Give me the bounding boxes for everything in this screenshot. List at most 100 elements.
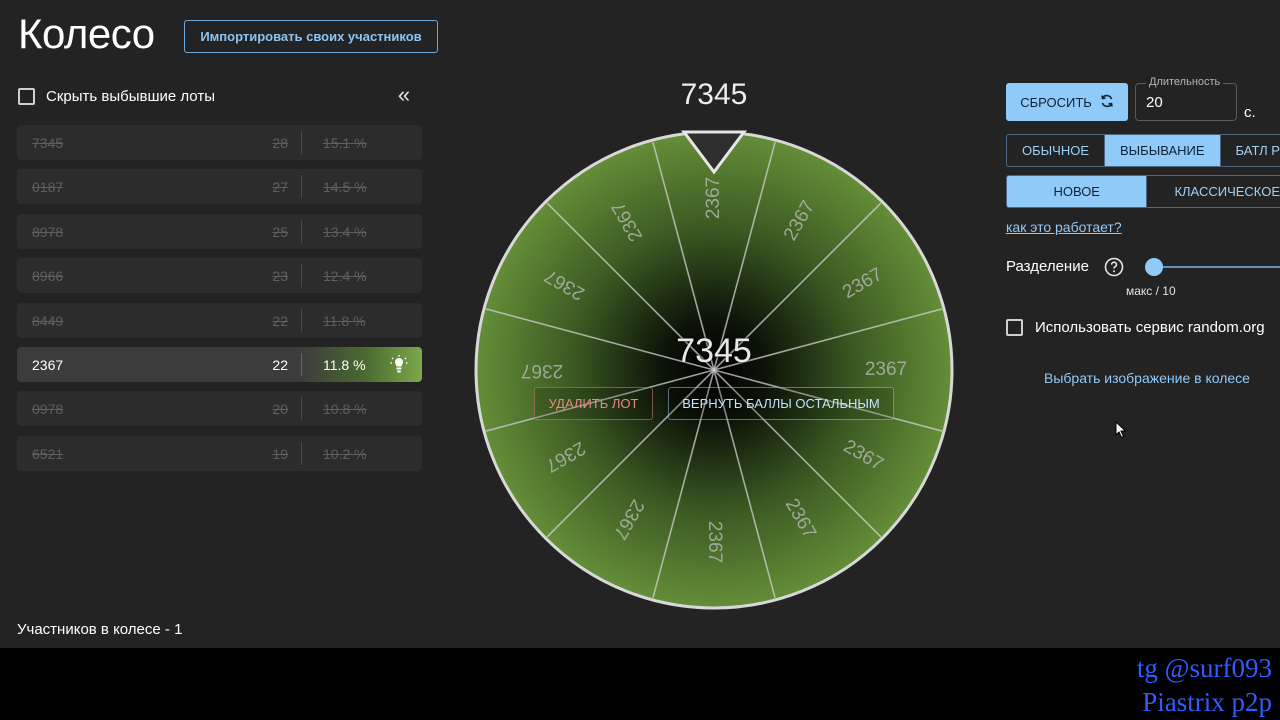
type-tab-new[interactable]: НОВОЕ	[1007, 176, 1148, 207]
lots-list: 7345 28 15.1 % 0187 27 14.5 % 8978 25 13…	[17, 125, 422, 480]
lot-count: 20	[272, 401, 288, 418]
return-points-button[interactable]: ВЕРНУТЬ БАЛЛЫ ОСТАЛЬНЫМ	[668, 387, 894, 420]
collapse-panel-icon[interactable]: «	[397, 82, 411, 107]
lot-count: 19	[272, 445, 288, 462]
wheel-divider	[485, 308, 715, 371]
lot-count: 23	[272, 268, 288, 285]
lot-name: 7345	[32, 135, 64, 151]
lot-divider	[301, 397, 302, 421]
lot-percent: 15.1 %	[323, 135, 367, 151]
random-org-checkbox[interactable]	[1006, 319, 1023, 336]
participants-count: Участников в колесе - 1	[17, 621, 183, 638]
lot-row[interactable]: 0187 27 14.5 %	[17, 169, 422, 205]
type-tabs: НОВОЕ КЛАССИЧЕСКОЕ	[1006, 175, 1280, 208]
wheel-divider	[546, 202, 715, 371]
lot-divider	[301, 308, 302, 332]
lightbulb-icon[interactable]	[390, 354, 408, 378]
mouse-cursor-icon	[1115, 420, 1127, 444]
seconds-label: с.	[1244, 104, 1256, 121]
winner-label: 7345	[680, 78, 748, 111]
lot-divider	[301, 352, 302, 376]
lot-count: 22	[272, 356, 288, 373]
wheel-center-winner: 7345	[676, 332, 752, 370]
hide-eliminated-label: Скрыть выбывшие лоты	[46, 88, 215, 105]
lot-name: 0978	[32, 401, 64, 418]
how-it-works-link[interactable]: как это работает?	[1006, 219, 1122, 235]
app-window: Колесо Импортировать своих участников Ск…	[0, 0, 1280, 648]
lot-percent: 14.5 %	[323, 179, 367, 196]
wheel-divider	[652, 141, 715, 371]
wheel[interactable]: 2367 236723672367236723672367236723672367…	[474, 130, 954, 610]
help-circle-icon[interactable]	[1104, 257, 1124, 282]
import-participants-button[interactable]: Импортировать своих участников	[184, 20, 438, 53]
mode-tab-battle-royale[interactable]: БАТЛ РОЯЛЬ	[1221, 135, 1280, 166]
hide-eliminated-row[interactable]: Скрыть выбывшие лоты	[18, 88, 215, 105]
refresh-icon	[1100, 94, 1114, 111]
wheel-divider	[713, 369, 776, 599]
lot-row[interactable]: 8966 23 12.4 %	[17, 258, 422, 294]
wheel-dividers	[485, 141, 943, 599]
lot-count: 22	[272, 312, 288, 329]
wheel-divider	[713, 308, 943, 371]
lot-row[interactable]: 8978 25 13.4 %	[17, 213, 422, 249]
lot-divider	[301, 264, 302, 288]
lot-divider	[301, 175, 302, 199]
lot-percent: 11.8 %	[323, 356, 366, 373]
wheel-segment-label: 2367	[703, 177, 724, 219]
mode-tab-elimination[interactable]: ВЫБЫВАНИЕ	[1105, 135, 1221, 166]
page-title: Колесо	[18, 10, 155, 57]
watermark-line: tg @surf093	[1136, 653, 1272, 683]
lot-name: 8449	[32, 312, 64, 329]
split-slider-thumb[interactable]	[1145, 258, 1163, 276]
random-org-label: Использовать сервис random.org	[1035, 319, 1265, 336]
wheel-divider	[652, 369, 715, 599]
lot-name: 8978	[32, 223, 64, 240]
lot-row[interactable]: 8449 22 11.8 %	[17, 302, 422, 338]
choose-wheel-image-link[interactable]: Выбрать изображение в колесе	[1044, 370, 1250, 386]
lot-count: 28	[272, 135, 288, 151]
duration-label: Длительность	[1146, 76, 1224, 88]
type-tab-classic[interactable]: КЛАССИЧЕСКОЕ	[1174, 184, 1280, 199]
wheel-divider	[713, 141, 776, 371]
mode-tab-normal[interactable]: ОБЫЧНОЕ	[1007, 135, 1105, 166]
wheel-segment-label: 2367	[521, 360, 563, 381]
wheel-divider	[713, 369, 882, 538]
wheel-segment-label: 2367	[865, 359, 907, 380]
wheel-divider	[713, 202, 882, 371]
lot-row[interactable]: 6521 19 10.2 %	[17, 435, 422, 471]
delete-lot-button[interactable]: УДАЛИТЬ ЛОТ	[534, 387, 653, 420]
mode-tabs: ОБЫЧНОЕ ВЫБЫВАНИЕ БАТЛ РОЯЛЬ	[1006, 134, 1280, 167]
lot-row[interactable]: 7345 28 15.1 %	[17, 125, 422, 160]
lot-row[interactable]: 0978 20 10.8 %	[17, 391, 422, 427]
wheel-divider	[546, 369, 715, 538]
lot-percent: 10.2 %	[323, 445, 367, 462]
hide-eliminated-checkbox[interactable]	[18, 88, 35, 105]
wheel-segment-label: 2367	[704, 521, 725, 563]
random-org-row[interactable]: Использовать сервис random.org	[1006, 319, 1265, 336]
wheel-divider	[713, 369, 943, 432]
lot-divider	[301, 219, 302, 243]
lot-name: 0187	[32, 179, 64, 196]
reset-button[interactable]: СБРОСИТЬ	[1006, 83, 1128, 121]
lot-count: 27	[272, 179, 288, 196]
lot-percent: 11.8 %	[323, 312, 366, 329]
split-slider-value: макс / 10	[1126, 284, 1176, 298]
video-footer-strip	[0, 648, 1280, 720]
wheel-divider	[485, 369, 715, 432]
watermark-line: Piastrix p2p	[1142, 687, 1272, 717]
split-label: Разделение	[1006, 258, 1089, 275]
lot-percent: 12.4 %	[323, 268, 367, 285]
lot-name: 8966	[32, 268, 64, 285]
lot-name: 2367	[32, 356, 64, 373]
lot-row-active[interactable]: 2367 22 11.8 %	[17, 346, 422, 382]
reset-label: СБРОСИТЬ	[1020, 94, 1092, 110]
wheel-pointer-icon	[681, 130, 747, 175]
duration-input[interactable]	[1146, 94, 1226, 111]
split-slider-track[interactable]	[1154, 266, 1280, 268]
lot-percent: 10.8 %	[323, 401, 367, 418]
lot-divider	[301, 131, 302, 154]
lot-name: 6521	[32, 445, 64, 462]
lot-divider	[301, 441, 302, 465]
lot-count: 25	[272, 223, 288, 240]
lot-percent: 13.4 %	[323, 223, 367, 240]
